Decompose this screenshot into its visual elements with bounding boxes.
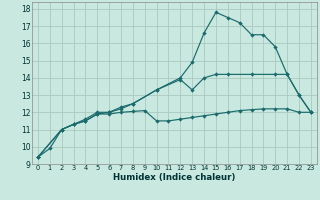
X-axis label: Humidex (Indice chaleur): Humidex (Indice chaleur) <box>113 173 236 182</box>
